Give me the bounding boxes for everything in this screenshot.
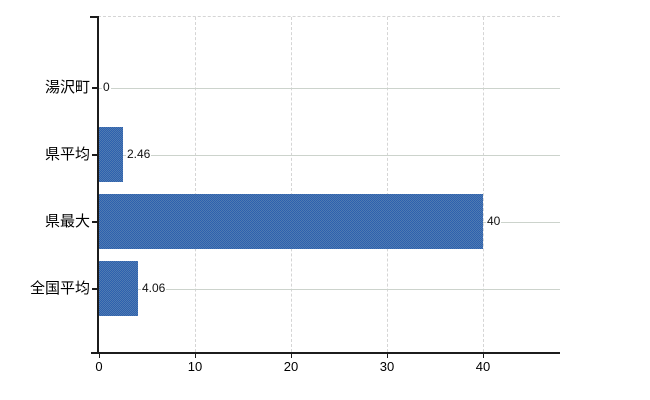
category-label: 湯沢町 <box>44 79 90 96</box>
horizontal-gridline <box>99 289 560 290</box>
x-tick-label: 0 <box>95 359 103 374</box>
x-axis-tick <box>99 352 100 358</box>
x-axis-tick <box>483 352 484 358</box>
y-axis-top-tick <box>90 16 98 18</box>
category-label: 県平均 <box>44 146 90 163</box>
vertical-gridline <box>387 17 388 352</box>
x-tick-label: 30 <box>379 359 395 374</box>
x-tick-label: 10 <box>187 359 203 374</box>
horizontal-gridline <box>99 155 560 156</box>
y-axis-line <box>97 16 99 354</box>
y-axis-tick <box>92 221 98 223</box>
bar-value-label: 0 <box>102 80 111 95</box>
x-tick-label: 20 <box>283 359 299 374</box>
plot-top-border <box>98 16 560 17</box>
x-tick-label: 40 <box>475 359 491 374</box>
horizontal-gridline <box>99 88 560 89</box>
bar <box>99 261 138 316</box>
vertical-gridline <box>291 17 292 352</box>
x-axis-tick <box>387 352 388 358</box>
bar-value-label: 40 <box>486 214 502 229</box>
x-axis-line <box>91 352 560 354</box>
vertical-gridline <box>483 17 484 352</box>
bar-value-label: 2.46 <box>126 147 152 162</box>
bar <box>99 127 123 182</box>
y-axis-tick <box>92 87 98 89</box>
category-label: 県最大 <box>44 213 90 230</box>
x-axis-tick <box>291 352 292 358</box>
category-label: 全国平均 <box>29 280 90 297</box>
y-axis-tick <box>92 154 98 156</box>
vertical-gridline <box>195 17 196 352</box>
y-axis-tick <box>92 288 98 290</box>
x-axis-tick <box>195 352 196 358</box>
bar <box>99 194 483 249</box>
bar-value-label: 4.06 <box>141 281 167 296</box>
